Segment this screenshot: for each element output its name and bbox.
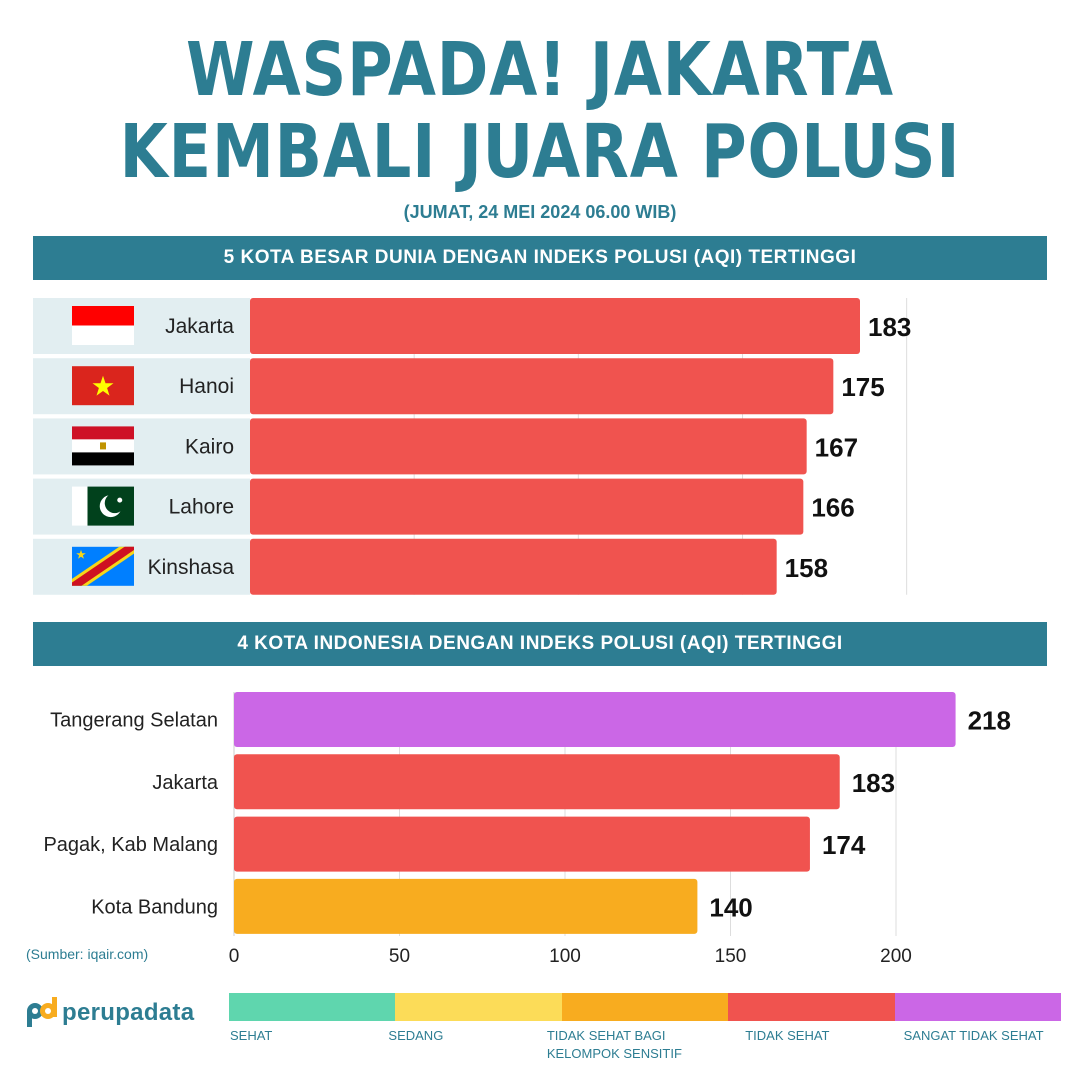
chart2-category-label: Pagak, Kab Malang bbox=[43, 834, 218, 856]
chart2-category-label: Jakarta bbox=[152, 772, 218, 794]
chart1-data-label: 167 bbox=[815, 432, 858, 462]
chart2-category-label: Tangerang Selatan bbox=[50, 710, 218, 732]
chart1-bar bbox=[250, 298, 860, 354]
chart1-category-label: Kairo bbox=[185, 435, 234, 458]
chart1-category-label: Lahore bbox=[169, 496, 234, 519]
scale-segment bbox=[728, 993, 895, 1021]
chart2-bar bbox=[234, 692, 956, 747]
chart1-title: 5 KOTA BESAR DUNIA DENGAN INDEKS POLUSI … bbox=[33, 236, 1047, 280]
logo-mark-icon bbox=[24, 995, 60, 1031]
chart1-gridlines bbox=[413, 298, 908, 595]
chart2-bar bbox=[234, 816, 810, 872]
chart2-tick-label: 150 bbox=[715, 946, 747, 967]
chart2-tick-label: 200 bbox=[880, 946, 912, 967]
pakistan-flag bbox=[72, 486, 134, 526]
aqi-color-scale bbox=[229, 993, 1062, 1021]
chart1-label-cell bbox=[33, 478, 250, 535]
chart1-category-label: Jakarta bbox=[165, 315, 234, 338]
chart1-data-label: 158 bbox=[785, 553, 828, 583]
chart1-bar bbox=[250, 478, 804, 535]
chart1-data-label: 183 bbox=[868, 312, 911, 342]
scale-label: SEDANG bbox=[388, 1028, 444, 1043]
chart1-category-label: Hanoi bbox=[179, 375, 234, 398]
scale-label: TIDAK SEHAT bbox=[745, 1028, 830, 1043]
chart1-data-label: 166 bbox=[811, 493, 854, 523]
chart2-data-label: 174 bbox=[822, 830, 866, 860]
scale-segment bbox=[561, 993, 729, 1021]
indonesia-flag bbox=[72, 306, 134, 345]
scale-segment bbox=[229, 993, 396, 1021]
chart2-data-label: 218 bbox=[968, 706, 1011, 736]
chart2-category-label: Kota Bandung bbox=[91, 896, 218, 918]
page-subtitle: (JUMAT, 24 MEI 2024 06.00 WIB) bbox=[403, 202, 677, 222]
chart1-bar bbox=[250, 418, 807, 475]
chart2-tick-label: 0 bbox=[229, 946, 240, 967]
chart1-bar bbox=[250, 538, 777, 595]
page-title-line-2: KEMBALI JUARA POLUSI bbox=[119, 109, 961, 195]
chart1-category-label: Kinshasa bbox=[148, 556, 235, 579]
scale-label: SANGAT TIDAK SEHAT bbox=[903, 1028, 1044, 1043]
page-title-line-1: WASPADA! JAKARTA bbox=[185, 27, 895, 113]
chart2-bar bbox=[234, 754, 840, 810]
scale-segment bbox=[894, 993, 1062, 1021]
chart2-data-label: 140 bbox=[709, 892, 752, 922]
scale-segment bbox=[395, 993, 562, 1021]
aqi-scale-labels: SEHAT SEDANG TIDAK SEHAT BAGI KELOMPOK SEN… bbox=[229, 1027, 1061, 1063]
dr-congo-flag bbox=[72, 546, 134, 586]
chart1-bar bbox=[250, 358, 834, 415]
chart1-label-cell bbox=[33, 298, 250, 354]
chart2-tick-label: 100 bbox=[549, 946, 581, 967]
scale-label: SEHAT bbox=[230, 1028, 273, 1043]
chart1-label-cell bbox=[33, 418, 250, 475]
egypt-flag bbox=[72, 426, 134, 466]
chart2-bar bbox=[234, 878, 698, 934]
chart1-data-label: 175 bbox=[841, 372, 884, 402]
chart2-title: 4 KOTA INDONESIA DENGAN INDEKS POLUSI (A… bbox=[33, 622, 1047, 666]
chart2-data-label: 183 bbox=[852, 768, 895, 798]
vietnam-flag bbox=[72, 366, 134, 406]
logo-text: perupadata bbox=[62, 999, 195, 1026]
chart2-tick-label: 50 bbox=[389, 946, 410, 967]
source-note: (Sumber: iqair.com) bbox=[26, 946, 149, 962]
perupadata-logo: perupadata bbox=[24, 995, 194, 1031]
chart1-label-cell bbox=[33, 538, 250, 595]
scale-label: TIDAK SEHAT BAGI KELOMPOK SENSITIF bbox=[546, 1028, 682, 1061]
chart1-label-cell bbox=[33, 358, 250, 415]
